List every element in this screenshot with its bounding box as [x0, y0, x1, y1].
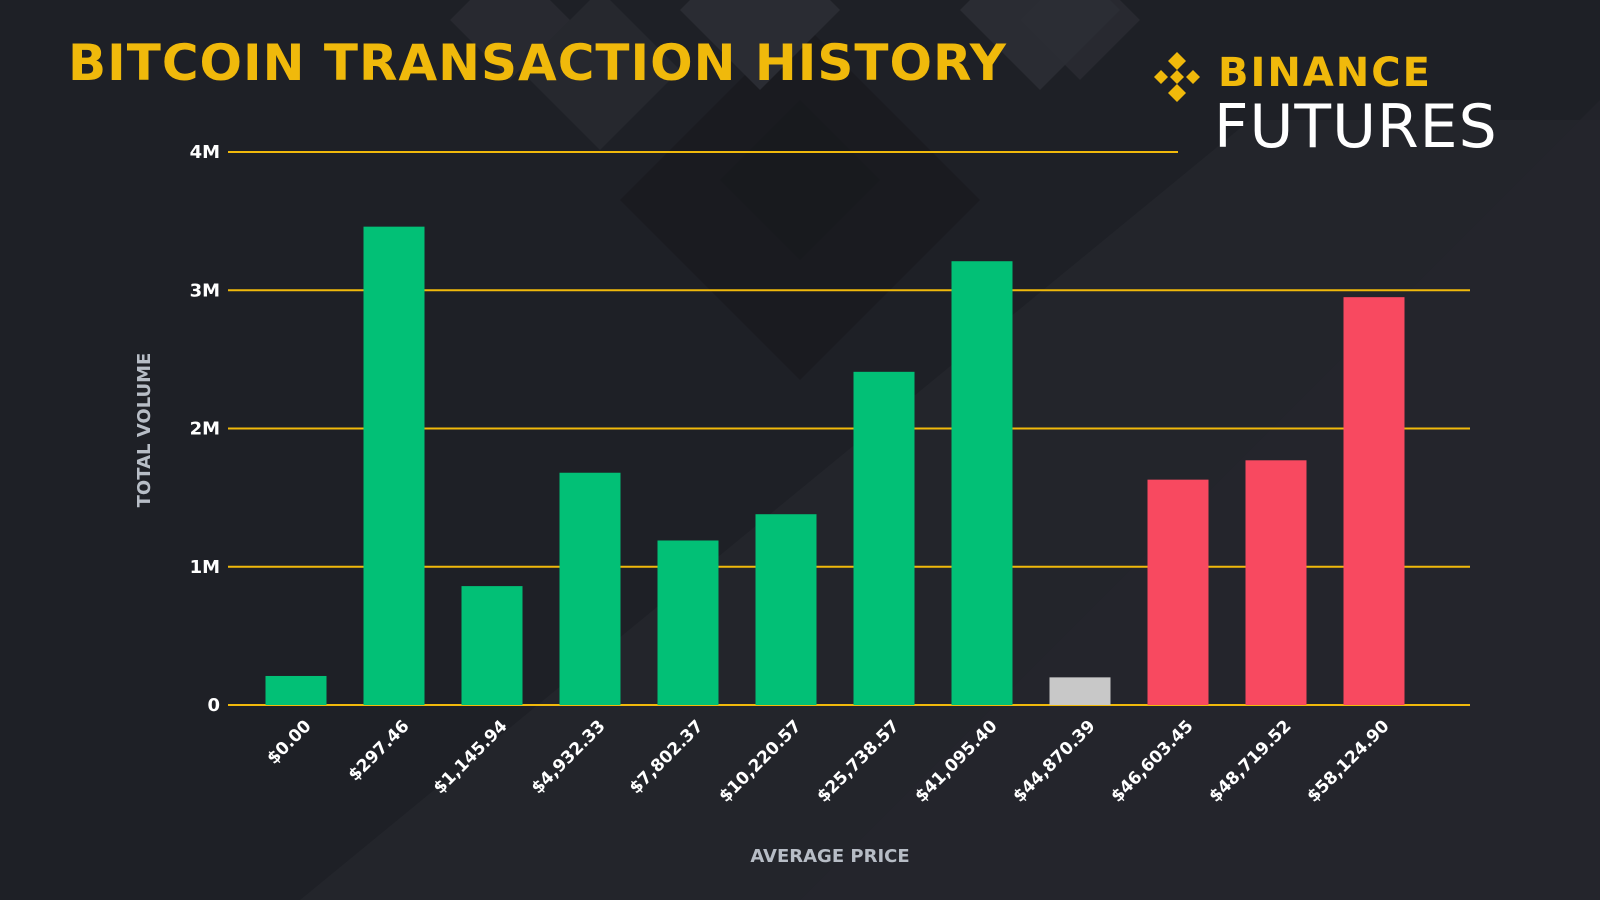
bar [1049, 677, 1111, 705]
bar [951, 261, 1013, 705]
x-tick-label: $1,145.94 [430, 716, 512, 798]
bar [657, 540, 719, 705]
y-tick-label: 1M [190, 557, 220, 578]
x-tick-label: $4,932.33 [528, 716, 610, 798]
x-axis-label: AVERAGE PRICE [750, 846, 909, 867]
bar [1245, 460, 1307, 705]
x-tick-label: $44,870.39 [1009, 716, 1099, 806]
bar [363, 226, 425, 705]
x-tick-label: $7,802.37 [626, 716, 708, 798]
bars [265, 226, 1405, 705]
chart-title: BITCOIN TRANSACTION HISTORY [68, 34, 1007, 92]
y-tick-label: 2M [190, 419, 220, 440]
x-tick-label: $46,603.45 [1107, 716, 1197, 806]
bar [461, 586, 523, 705]
x-tick-label: $48,719.52 [1205, 716, 1295, 806]
x-tick-label: $297.46 [345, 716, 414, 785]
brand-name: BINANCE [1218, 50, 1432, 96]
bar [1343, 297, 1405, 705]
y-tick-label: 4M [190, 142, 220, 163]
bar [1147, 479, 1209, 705]
binance-diamond-logo-icon [1154, 52, 1200, 102]
x-tick-label: $41,095.40 [911, 716, 1001, 806]
bar [853, 371, 915, 705]
x-tick-label: $0.00 [263, 716, 315, 768]
bar [265, 675, 327, 705]
bar [559, 472, 621, 705]
x-tick-label: $58,124.90 [1303, 716, 1393, 806]
bar [755, 514, 817, 705]
y-axis-label: TOTAL VOLUME [134, 353, 155, 508]
brand-product: FUTURES [1214, 92, 1498, 162]
y-tick-label: 3M [190, 280, 220, 301]
x-tick-label: $25,738.57 [813, 716, 903, 806]
brand-logo: BINANCE FUTURES [1148, 44, 1548, 164]
y-tick-label: 0 [207, 695, 220, 716]
x-axis-ticks: $0.00 $297.46 $1,145.94 $4,932.33 $7,802.37 $… [263, 716, 1393, 806]
y-axis-ticks: 0 1M 2M 3M 4M [190, 142, 220, 716]
x-tick-label: $10,220.57 [715, 716, 805, 806]
